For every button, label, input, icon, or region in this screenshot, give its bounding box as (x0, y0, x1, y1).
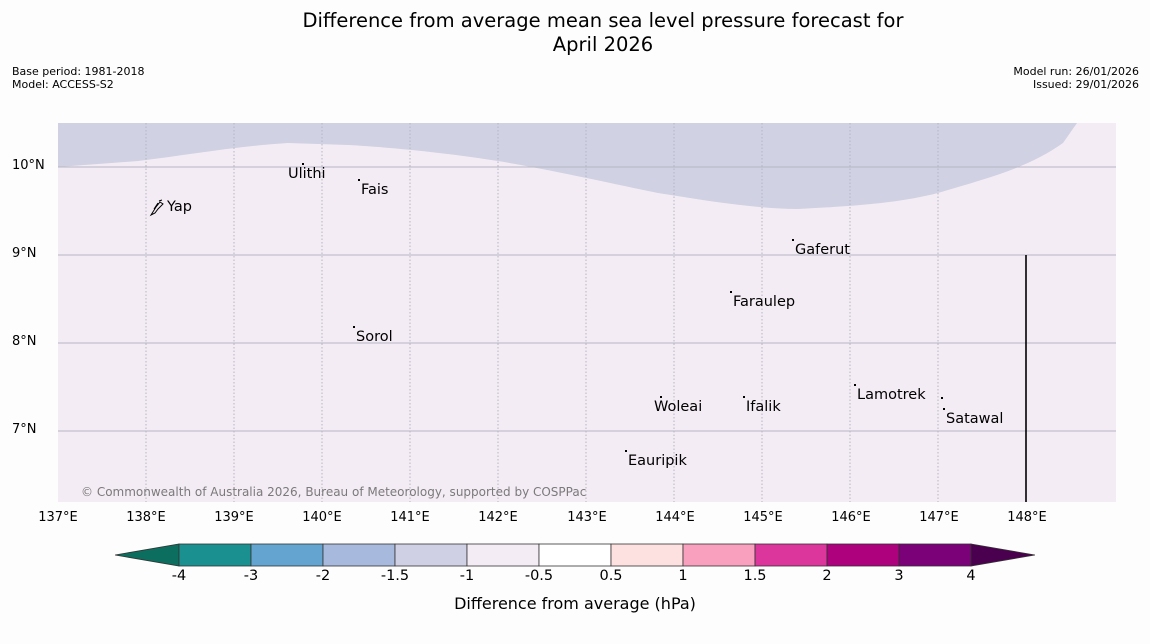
colorbar-tick: 2 (822, 568, 832, 584)
colorbar-tick: -2 (315, 568, 331, 584)
colorbar-tick: 1 (678, 568, 688, 584)
run-info: Model run: 26/01/2026 Issued: 29/01/2026 (1013, 65, 1139, 91)
colorbar-swatch (250, 543, 324, 567)
colorbar-swatch (394, 543, 468, 567)
lon-label-137e: 137°E (38, 510, 78, 525)
model-run: Model run: 26/01/2026 (1013, 65, 1139, 78)
chart-title: Difference from average mean sea level p… (0, 9, 1150, 57)
place-eauripik: Eauripik (625, 450, 687, 469)
colorbar-extend-right (970, 543, 1036, 567)
lon-label-141e: 141°E (390, 510, 430, 525)
colorbar-tick: -1 (459, 568, 475, 584)
colorbar-tick: 1.5 (743, 568, 767, 584)
lon-label-144e: 144°E (655, 510, 695, 525)
lon-label-138e: 138°E (126, 510, 166, 525)
place-fais: Fais (358, 179, 388, 198)
colorbar-tick: 0.5 (599, 568, 623, 584)
colorbar-swatch (682, 543, 756, 567)
colorbar-swatch (466, 543, 540, 567)
place-ulithi: Ulithi (288, 163, 326, 182)
map-svg (58, 123, 1116, 502)
model-info: Base period: 1981-2018 Model: ACCESS-S2 (12, 65, 144, 91)
title-line-1: Difference from average mean sea level p… (302, 9, 904, 32)
place-marker (743, 396, 745, 398)
lon-label-148e: 148°E (1007, 510, 1047, 525)
lon-label-146e: 146°E (831, 510, 871, 525)
place-marker (353, 326, 355, 328)
lon-label-147e: 147°E (919, 510, 959, 525)
lat-label-8n: 8°N (12, 334, 37, 349)
colorbar-swatch (754, 543, 828, 567)
colorbar-tick: 4 (966, 568, 976, 584)
place-marker (943, 408, 945, 410)
place-marker (792, 239, 794, 241)
colorbar-tick: -1.5 (380, 568, 410, 584)
colorbar-swatch (178, 543, 252, 567)
colorbar-swatch (322, 543, 396, 567)
lon-label-145e: 145°E (743, 510, 783, 525)
lon-label-142e: 142°E (478, 510, 518, 525)
place-lamotrek: Lamotrek (854, 384, 926, 403)
colorbar-swatch (538, 543, 612, 567)
place-gaferut: Gaferut (792, 239, 850, 258)
place-marker (625, 450, 627, 452)
colorbar-tick: 3 (894, 568, 904, 584)
lon-label-140e: 140°E (302, 510, 342, 525)
colorbar (114, 543, 1036, 571)
place-marker (854, 384, 856, 386)
colorbar-tick: -0.5 (524, 568, 554, 584)
colorbar-swatch (826, 543, 900, 567)
colorbar-swatch (898, 543, 972, 567)
place-marker (358, 179, 360, 181)
colorbar-extend-left (114, 543, 180, 567)
model-name: Model: ACCESS-S2 (12, 78, 114, 91)
place-ifalik: Ifalik (743, 396, 781, 415)
lon-label-139e: 139°E (214, 510, 254, 525)
lat-label-7n: 7°N (12, 422, 37, 437)
island-dot (941, 397, 943, 399)
title-line-2: April 2026 (552, 33, 654, 56)
base-period: Base period: 1981-2018 (12, 65, 145, 78)
place-marker (660, 396, 662, 398)
lat-label-9n: 9°N (12, 246, 37, 261)
place-marker (302, 163, 304, 165)
negative-anomaly-region (58, 123, 1077, 209)
lat-label-10n: 10°N (12, 158, 45, 173)
copyright-notice: © Commonwealth of Australia 2026, Bureau… (81, 485, 587, 499)
lon-label-143e: 143°E (567, 510, 607, 525)
yap-island-outline (149, 199, 164, 217)
colorbar-tick: -4 (171, 568, 187, 584)
place-yap: Yap (167, 199, 192, 215)
colorbar-svg (114, 543, 1036, 567)
place-marker (730, 291, 732, 293)
issued-date: Issued: 29/01/2026 (1032, 78, 1139, 91)
place-sorol: Sorol (353, 326, 393, 345)
place-woleai: Woleai (654, 396, 702, 415)
place-satawal: Satawal (943, 408, 1003, 427)
colorbar-tick: -3 (243, 568, 259, 584)
colorbar-label: Difference from average (hPa) (454, 594, 696, 613)
place-faraulep: Faraulep (730, 291, 795, 310)
pressure-anomaly-map (58, 123, 1116, 502)
colorbar-swatch (610, 543, 684, 567)
